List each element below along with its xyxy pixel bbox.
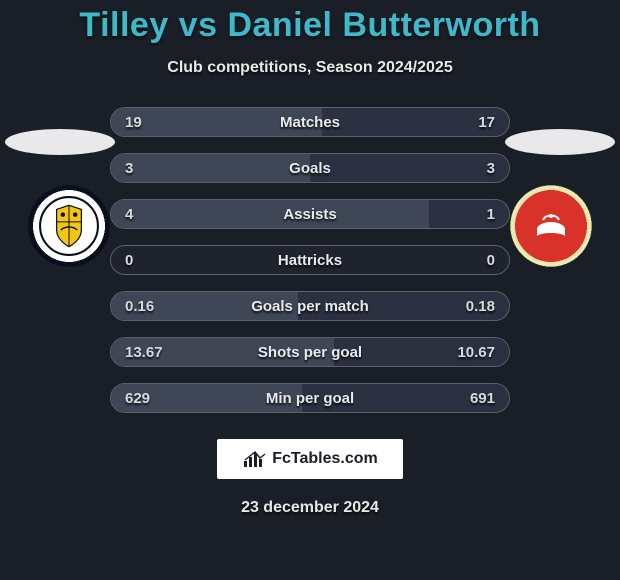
- stat-value-right: 1: [447, 206, 495, 223]
- comparison-panel: 19Matches17 3Goals3 4Assists1 0Hattricks0 0.…: [0, 107, 620, 413]
- date-label: 23 december 2024: [0, 499, 620, 517]
- stat-row: 3Goals3: [110, 153, 510, 183]
- afc-wimbledon-icon: [38, 195, 100, 257]
- page-title: Tilley vs Daniel Butterworth: [0, 0, 620, 45]
- team-logo-right: [510, 185, 592, 267]
- branding-badge[interactable]: FcTables.com: [217, 439, 403, 479]
- stat-row: 0.16Goals per match0.18: [110, 291, 510, 321]
- stat-value-right: 0.18: [447, 298, 495, 315]
- subtitle: Club competitions, Season 2024/2025: [0, 59, 620, 77]
- fctables-logo-icon: [242, 449, 268, 469]
- player-shadow-left: [5, 129, 115, 155]
- stat-value-right: 691: [447, 390, 495, 407]
- stat-value-right: 0: [447, 252, 495, 269]
- branding-text: FcTables.com: [272, 450, 378, 468]
- stat-row: 0Hattricks0: [110, 245, 510, 275]
- player-shadow-right: [505, 129, 615, 155]
- stat-row: 4Assists1: [110, 199, 510, 229]
- team-logo-left: [28, 185, 110, 267]
- swindon-town-icon: [531, 206, 571, 246]
- stat-value-right: 17: [447, 114, 495, 131]
- stat-value-right: 3: [447, 160, 495, 177]
- stat-value-right: 10.67: [447, 344, 495, 361]
- stat-row: 19Matches17: [110, 107, 510, 137]
- stat-row: 629Min per goal691: [110, 383, 510, 413]
- stat-rows: 19Matches17 3Goals3 4Assists1 0Hattricks0 0.…: [110, 107, 510, 413]
- stat-row: 13.67Shots per goal10.67: [110, 337, 510, 367]
